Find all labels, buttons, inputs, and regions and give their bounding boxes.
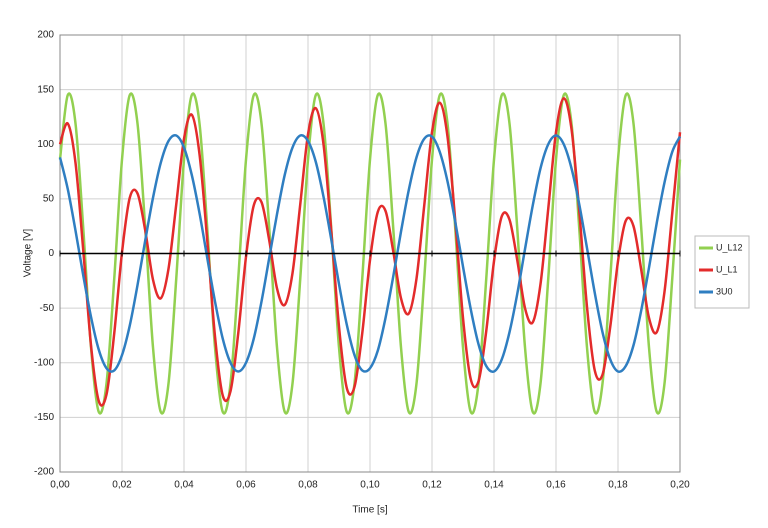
y-axis-label: Voltage [V] [23,229,34,278]
x-tick-label: 0,20 [670,480,690,491]
x-tick-label: 0,12 [422,480,442,491]
y-tick-label: 0 [48,248,54,259]
x-axis-label: Time [s] [352,505,387,516]
series-line [58,133,682,374]
x-tick-label: 0,04 [174,480,194,491]
legend-label: 3U0 [716,286,733,296]
y-tick-label: -50 [40,303,55,314]
x-tick-label: 0,06 [236,480,256,491]
y-tick-label: 200 [37,30,54,41]
y-tick-label: 150 [37,84,54,95]
y-tick-label: 50 [43,194,55,205]
y-tick-label: -150 [34,412,54,423]
x-tick-label: 0,18 [608,480,628,491]
legend-label: U_L1 [716,264,738,274]
legend-label: U_L12 [716,242,743,252]
x-tick-label: 0,10 [360,480,380,491]
y-tick-label: 100 [37,139,54,150]
x-tick-label: 0,08 [298,480,318,491]
x-tick-label: 0,16 [546,480,566,491]
x-tick-label: 0,14 [484,480,504,491]
x-tick-label: 0,02 [112,480,132,491]
y-tick-label: -200 [34,467,54,478]
x-tick-label: 0,00 [50,480,70,491]
y-tick-label: -100 [34,357,54,368]
series-line [58,97,682,407]
